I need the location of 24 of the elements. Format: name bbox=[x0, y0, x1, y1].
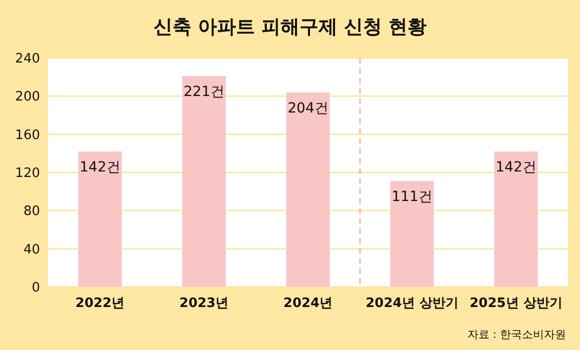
chart-title: 신축 아파트 피해구제 신청 현황 bbox=[153, 16, 427, 38]
data-label: 111건 bbox=[392, 189, 432, 206]
data-label: 142건 bbox=[80, 160, 120, 176]
data-label: 221건 bbox=[184, 84, 224, 100]
data-label: 142건 bbox=[496, 160, 536, 176]
x-tick-label: 2024년 상반기 bbox=[366, 296, 458, 311]
y-tick-label: 80 bbox=[23, 204, 40, 220]
bar bbox=[182, 76, 226, 287]
x-tick-label: 2024년 bbox=[283, 296, 333, 311]
y-tick-label: 160 bbox=[15, 128, 40, 143]
y-tick-label: 120 bbox=[15, 166, 40, 182]
y-tick-label: 200 bbox=[15, 90, 40, 105]
y-tick-label: 40 bbox=[23, 242, 40, 258]
x-tick-label: 2023년 bbox=[179, 296, 229, 311]
data-label: 204건 bbox=[288, 100, 328, 116]
bar bbox=[78, 152, 122, 287]
x-tick-label: 2025년 상반기 bbox=[470, 296, 562, 311]
bar bbox=[390, 181, 434, 287]
y-tick-label: 0 bbox=[32, 280, 40, 296]
bar bbox=[286, 92, 330, 287]
x-tick-label: 2022년 bbox=[75, 296, 125, 311]
y-tick-label: 240 bbox=[15, 52, 40, 67]
bar bbox=[494, 152, 538, 287]
text: 자료 : 한국소비자원 bbox=[467, 328, 566, 341]
